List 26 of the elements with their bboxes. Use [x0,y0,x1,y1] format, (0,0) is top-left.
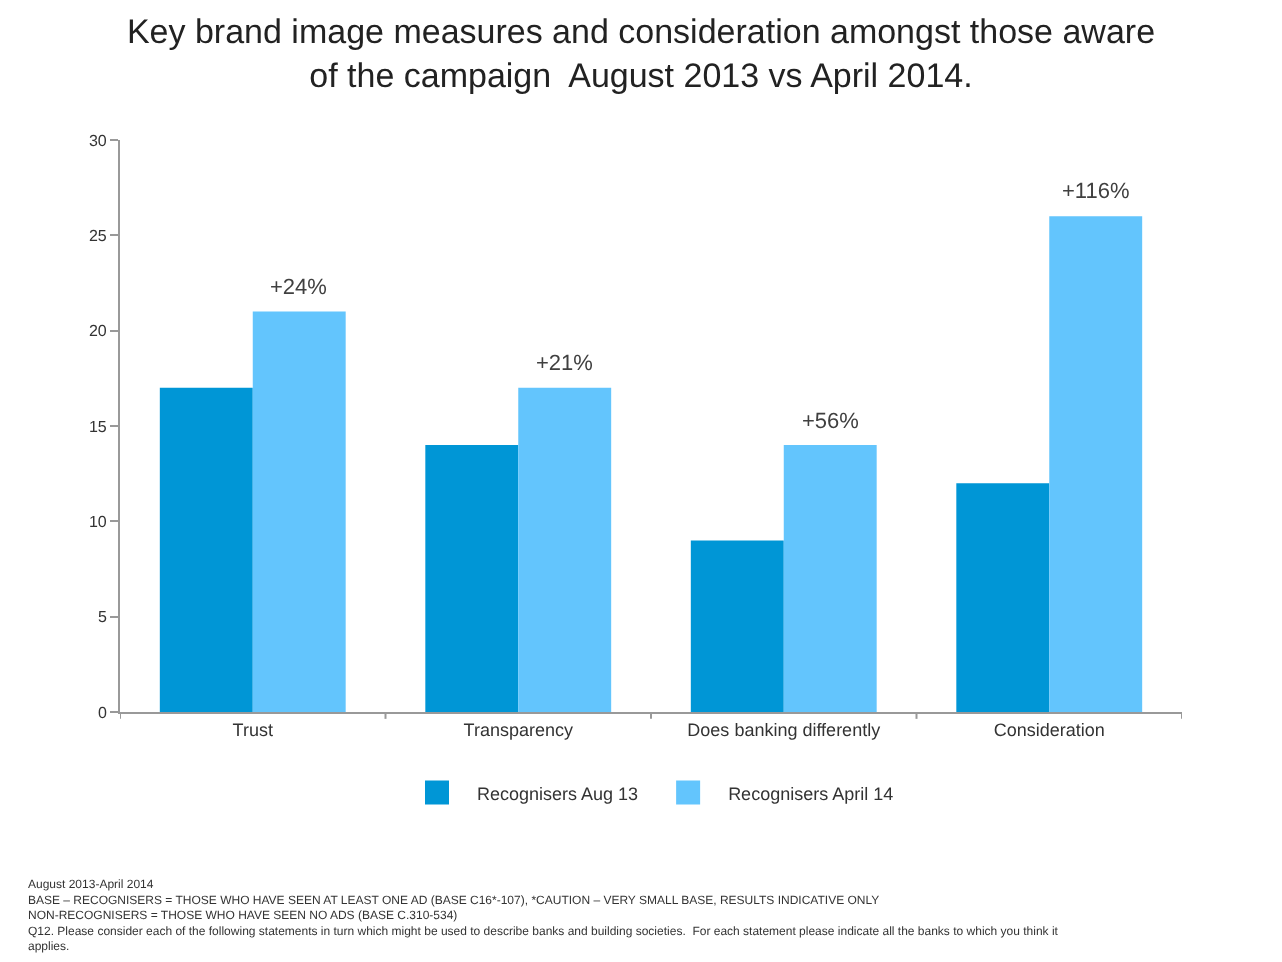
y-tick-label: 5 [97,608,108,627]
bar [518,387,612,712]
legend-label: Recognisers Aug 13 [477,783,639,804]
y-tick-label: 20 [88,322,108,341]
y-tick-label: 10 [88,512,108,531]
bar [783,445,877,712]
annotation: +24% [270,276,328,300]
bar [159,387,253,712]
x-tick-label: Does banking differently [687,719,882,740]
annotation: +116% [1062,180,1130,204]
bar [252,311,346,712]
legend-label: Recognisers April 14 [728,783,894,804]
bar [690,540,784,712]
y-tick-label: 25 [88,226,108,245]
x-tick-label: Trust [232,719,274,740]
y-tick-label: 30 [88,131,108,150]
x-tick-label: Consideration [993,719,1105,740]
y-tick-label: 15 [88,417,108,436]
bar [1049,216,1143,712]
bar [956,483,1050,712]
bar [425,445,519,712]
chart-title: Key brand image measures and consideration amongst those aware of the campaign August 2013 vs April 2014. [126,13,1156,96]
x-tick-label: Transparency [463,719,574,740]
y-tick-label: 0 [97,703,108,722]
annotation: +21% [536,352,594,376]
annotation: +56% [802,410,860,434]
